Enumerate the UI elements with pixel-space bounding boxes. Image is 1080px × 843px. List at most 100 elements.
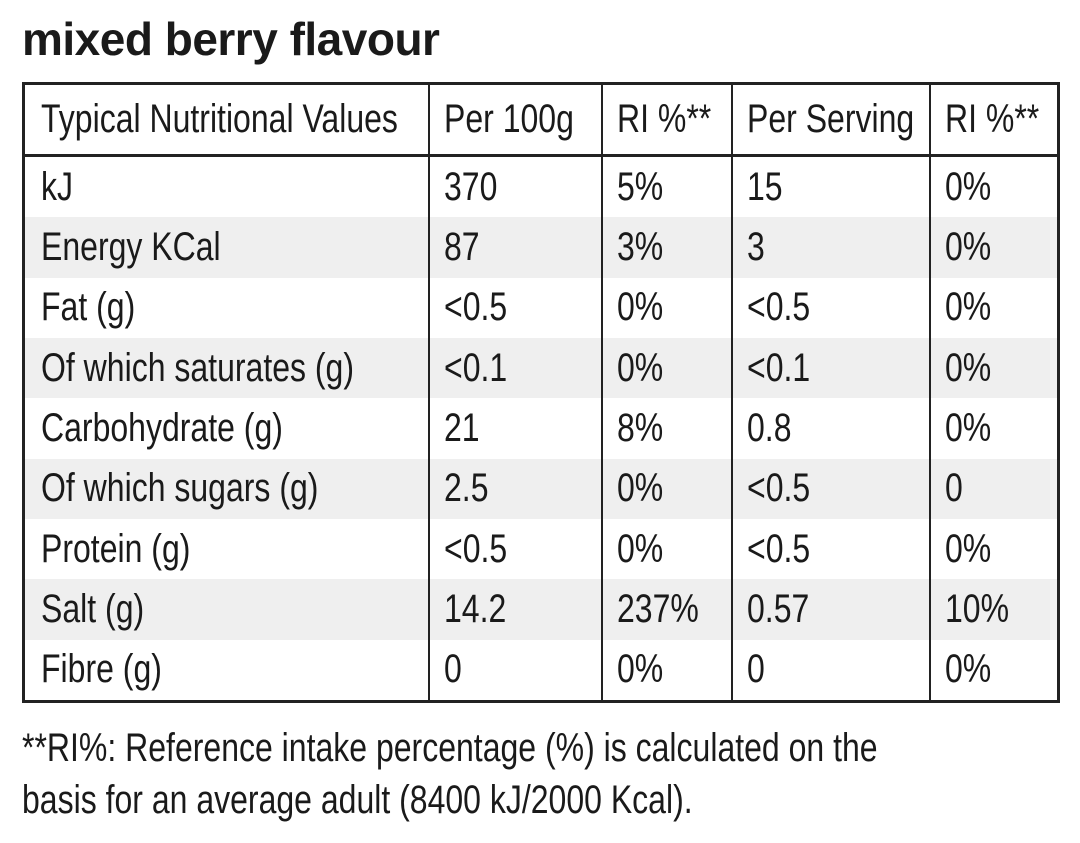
nutrition-table: Typical Nutritional Values Per 100g RI %**… xyxy=(22,82,1060,703)
cell-text: 3 xyxy=(747,224,765,269)
header-row: Typical Nutritional Values Per 100g RI %**… xyxy=(25,85,1057,157)
cell-text: <0.1 xyxy=(747,345,811,390)
cell-text: RI %** xyxy=(617,97,712,141)
table-cell: 3% xyxy=(601,217,731,278)
table-row: Carbohydrate (g) 21 8% 0.8 0% xyxy=(25,398,1057,459)
cell-text: 0% xyxy=(945,647,992,692)
table-cell: 15 xyxy=(731,157,929,218)
cell-text: Fibre (g) xyxy=(41,647,162,692)
table-cell: 87 xyxy=(428,217,601,278)
cell-text: Salt (g) xyxy=(41,586,145,631)
cell-text: 0 xyxy=(747,647,765,692)
table-cell: 0% xyxy=(601,277,731,338)
cell-text: 87 xyxy=(444,224,480,269)
table-cell: 2.5 xyxy=(428,458,601,519)
table-cell: Typical Nutritional Values xyxy=(25,85,428,154)
table-cell: Of which saturates (g) xyxy=(25,338,428,398)
table-cell: Fibre (g) xyxy=(25,640,428,700)
cell-text: 15 xyxy=(747,164,783,209)
table-cell: 0% xyxy=(929,338,1057,399)
cell-text: Per Serving xyxy=(747,97,915,141)
table-cell: Fat (g) xyxy=(25,278,428,338)
cell-text: <0.5 xyxy=(444,526,508,571)
cell-text: 370 xyxy=(444,164,498,209)
cell-text: <0.5 xyxy=(747,466,811,511)
table-cell: kJ xyxy=(25,157,428,217)
table-cell: 10% xyxy=(929,579,1057,640)
cell-text: 0% xyxy=(617,526,664,571)
table-row: Protein (g) <0.5 0% <0.5 0% xyxy=(25,519,1057,580)
cell-text: kJ xyxy=(41,164,73,209)
cell-text: Carbohydrate (g) xyxy=(41,405,283,450)
cell-text: 3% xyxy=(617,224,664,269)
title: mixed berry flavour xyxy=(22,13,440,65)
table-cell: 0 xyxy=(731,639,929,700)
table-row: Of which sugars (g) 2.5 0% <0.5 0 xyxy=(25,458,1057,519)
table-cell: 370 xyxy=(428,157,601,218)
table-cell: Of which sugars (g) xyxy=(25,459,428,519)
table-cell: 0% xyxy=(601,458,731,519)
table-cell: <0.5 xyxy=(731,519,929,580)
table-cell: Protein (g) xyxy=(25,519,428,579)
table-cell: Per 100g xyxy=(428,85,601,154)
cell-text: 0 xyxy=(945,466,963,511)
table-cell: <0.1 xyxy=(731,338,929,399)
cell-text: RI %** xyxy=(945,97,1040,141)
cell-text: 10% xyxy=(945,586,1010,631)
cell-text: 0% xyxy=(945,345,992,390)
table-cell: Energy KCal xyxy=(25,217,428,277)
table-cell: RI %** xyxy=(601,85,731,154)
table-cell: 0% xyxy=(929,639,1057,700)
table-cell: 0% xyxy=(601,338,731,399)
cell-text: <0.1 xyxy=(444,345,508,390)
cell-text: 0% xyxy=(617,647,664,692)
cell-text: 0% xyxy=(617,345,664,390)
table-cell: Salt (g) xyxy=(25,579,428,639)
table-cell: <0.5 xyxy=(428,277,601,338)
table-cell: 0% xyxy=(929,277,1057,338)
cell-text: Of which saturates (g) xyxy=(41,345,354,390)
table-cell: RI %** xyxy=(929,85,1057,154)
table-row: Salt (g) 14.2 237% 0.57 10% xyxy=(25,579,1057,640)
cell-text: 14.2 xyxy=(444,586,507,631)
table-cell: <0.1 xyxy=(428,338,601,399)
table-cell: 237% xyxy=(601,579,731,640)
table-cell: <0.5 xyxy=(428,519,601,580)
table-cell: 0.57 xyxy=(731,579,929,640)
table-row: Fat (g) <0.5 0% <0.5 0% xyxy=(25,277,1057,338)
table-cell: 0 xyxy=(929,458,1057,519)
table-row: Of which saturates (g) <0.1 0% <0.1 0% xyxy=(25,338,1057,399)
cell-text: <0.5 xyxy=(444,285,508,330)
cell-text: 0.8 xyxy=(747,405,792,450)
table-row: Fibre (g) 0 0% 0 0% xyxy=(25,639,1057,700)
table-cell: 14.2 xyxy=(428,579,601,640)
table-cell: 0% xyxy=(601,519,731,580)
cell-text: 2.5 xyxy=(444,466,489,511)
cell-text: 21 xyxy=(444,405,480,450)
table-row: kJ 370 5% 15 0% xyxy=(25,157,1057,218)
footnote-line: basis for an average adult (8400 kJ/2000… xyxy=(22,778,693,822)
cell-text: Protein (g) xyxy=(41,526,191,571)
cell-text: 0% xyxy=(617,466,664,511)
cell-text: 0% xyxy=(945,224,992,269)
table-cell: 21 xyxy=(428,398,601,459)
cell-text: Per 100g xyxy=(444,97,574,141)
cell-text: 0.57 xyxy=(747,586,810,631)
cell-text: 0% xyxy=(945,164,992,209)
table-cell: 8% xyxy=(601,398,731,459)
cell-text: 0% xyxy=(945,285,992,330)
table-cell: 3 xyxy=(731,217,929,278)
cell-text: <0.5 xyxy=(747,285,811,330)
table-cell: 0% xyxy=(929,398,1057,459)
cell-text: 5% xyxy=(617,164,664,209)
cell-text: 0% xyxy=(945,405,992,450)
cell-text: 8% xyxy=(617,405,664,450)
table-cell: Carbohydrate (g) xyxy=(25,398,428,458)
table-cell: 0.8 xyxy=(731,398,929,459)
cell-text: Energy KCal xyxy=(41,224,221,269)
footnote-line: **RI%: Reference intake percentage (%) i… xyxy=(22,726,878,770)
table-cell: 0% xyxy=(929,157,1057,218)
cell-text: 0% xyxy=(617,285,664,330)
cell-text: 237% xyxy=(617,586,699,631)
